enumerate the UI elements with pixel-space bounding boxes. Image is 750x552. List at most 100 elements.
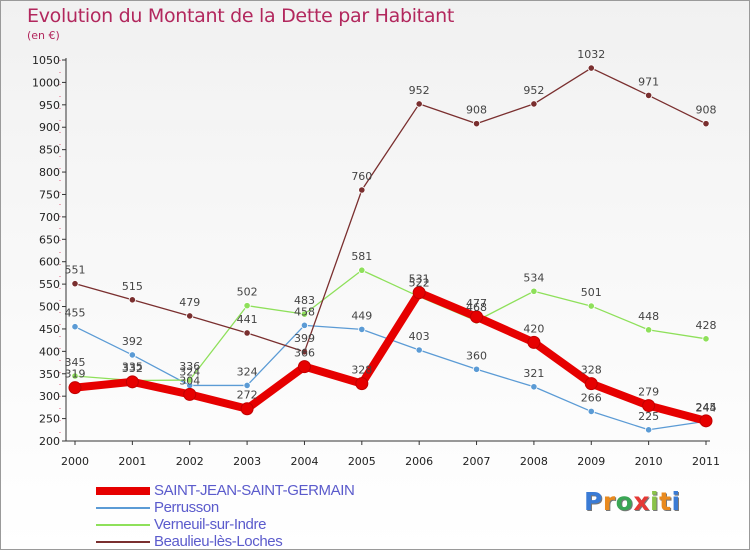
data-point [472, 120, 481, 128]
data-label: 420 [523, 322, 544, 335]
data-point [71, 372, 79, 380]
data-label: 345 [65, 356, 86, 369]
data-point [71, 323, 79, 331]
data-label: 971 [638, 75, 659, 88]
data-point [68, 381, 82, 395]
data-label: 366 [294, 347, 315, 360]
logo-letter: t [659, 487, 672, 516]
data-point [243, 302, 251, 310]
data-label: 319 [65, 368, 86, 381]
data-point [587, 64, 595, 72]
data-label: 455 [65, 307, 86, 320]
data-label: 304 [179, 374, 200, 387]
data-label: 952 [409, 84, 430, 97]
data-point [530, 100, 538, 108]
logo-letter: x [633, 487, 650, 516]
y-tick-label: 950 [39, 99, 60, 112]
data-point [243, 381, 251, 390]
data-label: 468 [466, 301, 487, 314]
data-point [240, 402, 254, 416]
legend-swatch [96, 524, 150, 526]
data-label: 245 [696, 401, 717, 414]
data-label: 522 [409, 277, 430, 290]
data-point [702, 335, 710, 343]
data-point [642, 399, 656, 413]
logo-letter: r [602, 487, 616, 516]
data-point [128, 296, 136, 304]
data-point [186, 312, 194, 320]
data-point [415, 100, 423, 108]
data-point [128, 351, 136, 359]
data-label: 272 [237, 389, 258, 402]
data-point [355, 377, 369, 391]
data-label: 360 [466, 349, 487, 362]
data-label: 534 [523, 271, 544, 284]
data-label: 760 [351, 170, 372, 183]
data-point [300, 348, 309, 356]
x-tick-label: 2011 [692, 455, 720, 468]
legend-label: Beaulieu-lès-Loches [154, 533, 283, 550]
data-point [300, 310, 309, 318]
data-label: 502 [237, 286, 258, 299]
data-label: 952 [523, 84, 544, 97]
data-point [645, 91, 653, 100]
logo-letter: i [671, 487, 681, 516]
legend-swatch [96, 487, 150, 495]
y-tick-label: 450 [39, 323, 60, 336]
data-point [470, 310, 484, 324]
logo-letter: P [584, 487, 603, 516]
x-tick-label: 2002 [176, 455, 204, 468]
data-label: 908 [466, 104, 487, 117]
data-point [412, 286, 426, 300]
y-tick-label: 400 [39, 345, 60, 358]
x-tick-label: 2006 [405, 455, 433, 468]
x-tick-label: 2010 [635, 455, 663, 468]
data-point [183, 387, 197, 401]
data-label: 441 [237, 313, 258, 326]
data-label: 1032 [577, 48, 605, 61]
data-point [702, 120, 710, 128]
x-tick-label: 2008 [520, 455, 548, 468]
data-label: 483 [294, 294, 315, 307]
data-point [584, 377, 598, 391]
x-tick-label: 2005 [348, 455, 376, 468]
y-tick-label: 250 [39, 413, 60, 426]
data-label: 321 [523, 367, 544, 380]
y-tick-label: 1000 [32, 76, 60, 89]
x-tick-label: 2007 [463, 455, 491, 468]
series-line-0 [74, 288, 708, 425]
data-point [243, 329, 251, 337]
y-tick-label: 650 [39, 233, 60, 246]
data-point [699, 414, 713, 428]
data-label: 335 [122, 360, 143, 373]
data-label: 403 [409, 330, 430, 343]
data-label: 392 [122, 335, 143, 348]
y-tick-label: 500 [39, 301, 60, 314]
y-tick-label: 300 [39, 390, 60, 403]
axes: 200 250 300 350 400 450 500 550 600 650 700 750 800 8… [32, 54, 720, 468]
y-tick-label: 900 [39, 121, 60, 134]
y-tick-label: 600 [39, 256, 60, 269]
data-label: 328 [351, 364, 372, 377]
data-point [125, 375, 139, 389]
data-point [297, 360, 311, 374]
legend-swatch [96, 507, 150, 509]
data-point [186, 376, 194, 384]
data-label: 501 [581, 286, 602, 299]
data-label: 324 [237, 365, 258, 378]
x-tick-label: 2000 [61, 455, 89, 468]
legend-label: Verneuil-sur-Indre [154, 516, 267, 533]
data-label: 551 [65, 264, 86, 277]
logo-letter: i [650, 487, 660, 516]
data-label: 458 [294, 305, 315, 318]
y-tick-label: 800 [39, 166, 60, 179]
x-tick-label: 2003 [233, 455, 261, 468]
data-label: 266 [581, 391, 602, 404]
data-label: 531 [409, 273, 430, 286]
legend-swatch [96, 541, 150, 543]
data-label: 279 [638, 386, 659, 399]
y-tick-label: 1050 [32, 54, 60, 67]
